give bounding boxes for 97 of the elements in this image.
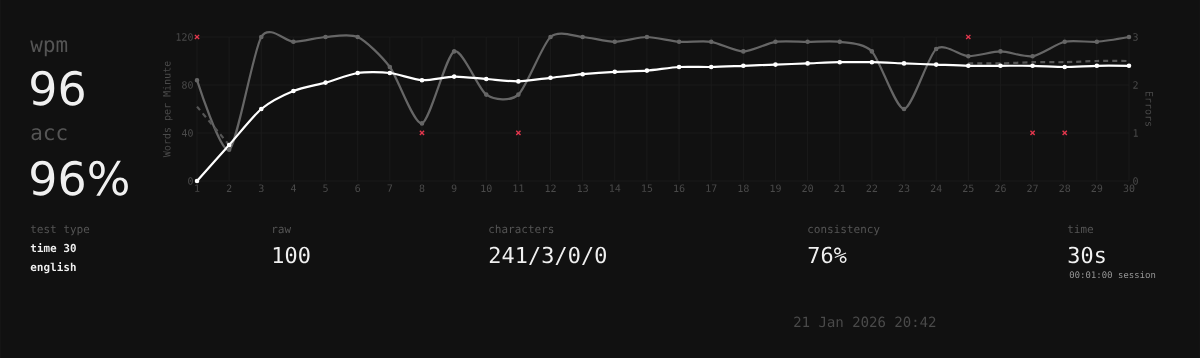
point: [901, 61, 907, 66]
point: [580, 71, 585, 77]
point: [483, 76, 489, 82]
point: [644, 34, 650, 40]
x-tick-label: 25: [963, 184, 974, 193]
point: [483, 92, 489, 97]
point: [869, 59, 875, 65]
point: [998, 49, 1003, 54]
text: time: [1067, 224, 1094, 234]
text: wpm: [30, 40, 68, 57]
point: [355, 70, 360, 76]
point: [451, 74, 457, 79]
x-tick-label: 23: [898, 184, 910, 193]
text: 76%: [808, 246, 847, 264]
point: [226, 142, 232, 148]
point: [612, 39, 618, 45]
text: 241/3/0/0: [489, 246, 606, 266]
point: [291, 88, 296, 94]
x-tick-label: 21: [834, 184, 846, 192]
point: [1126, 34, 1132, 40]
point: [258, 106, 264, 112]
text: 21 Jan 2026 20:42: [794, 316, 936, 328]
point: [676, 64, 682, 70]
x-tick-label: 18: [738, 184, 749, 193]
point: [773, 62, 778, 67]
x-tick-label: 29: [1091, 184, 1103, 193]
point: [676, 39, 682, 45]
point: [323, 80, 328, 85]
point: [708, 64, 714, 70]
point: [548, 75, 553, 81]
point: [708, 39, 714, 45]
point: [291, 39, 296, 45]
text: raw: [273, 226, 292, 234]
point: [933, 46, 939, 52]
point: [580, 34, 585, 40]
text: 96%: [31, 160, 128, 196]
point: [773, 39, 778, 45]
point: [1030, 63, 1035, 69]
point: [226, 147, 232, 153]
x-tick-label: 24: [930, 184, 942, 192]
x-tick-label: 2: [226, 184, 232, 192]
text: consistency: [808, 224, 880, 236]
point: [837, 59, 843, 65]
x-tick-label: 20: [802, 184, 813, 193]
point: [355, 34, 360, 40]
point: [612, 69, 618, 75]
point: [1062, 64, 1068, 70]
point: [741, 63, 746, 69]
point: [1126, 63, 1132, 69]
point: [451, 49, 457, 54]
point: [805, 61, 810, 66]
point: [1062, 39, 1068, 45]
y-axis-title: Words per Minute: [162, 61, 173, 158]
x-tick-label: 12: [545, 184, 556, 192]
x-tick-label: 26: [995, 184, 1006, 193]
text: test type: [30, 225, 90, 236]
point: [644, 68, 650, 73]
x-tick-label: 16: [674, 184, 685, 193]
point: [387, 70, 393, 76]
y-tick-label: 40: [181, 129, 193, 137]
text: acc: [31, 128, 67, 141]
text: characters: [489, 224, 554, 234]
text: time 30: [30, 243, 76, 253]
point: [1094, 63, 1100, 69]
point: [901, 106, 907, 112]
point: [419, 77, 425, 83]
point: [933, 62, 939, 67]
x-tick-label: 28: [1059, 184, 1071, 193]
x-tick-label: 19: [770, 184, 781, 193]
point: [194, 77, 200, 83]
point: [966, 53, 971, 59]
point: [387, 64, 393, 70]
text: 96: [31, 70, 84, 106]
x-tick-label: 13: [577, 184, 588, 193]
point: [837, 39, 843, 45]
x-tick-label: 4: [290, 184, 296, 192]
point: [741, 49, 746, 54]
x-tick-label: 22: [866, 184, 878, 192]
text: 00:01:00 session: [1069, 271, 1156, 279]
point: [194, 178, 200, 184]
point: [1094, 39, 1100, 45]
x-tick-label: 10: [481, 184, 492, 193]
point: [516, 92, 521, 97]
point: [998, 63, 1003, 69]
point: [323, 34, 328, 40]
point: [548, 34, 553, 40]
text: english: [30, 262, 76, 274]
point: [1030, 53, 1035, 59]
point: [516, 79, 521, 84]
text: 100: [273, 246, 310, 264]
text: 30s: [1068, 246, 1105, 264]
point: [258, 34, 264, 40]
point: [966, 63, 971, 69]
point: [419, 121, 425, 126]
x-tick-label: 27: [1027, 184, 1038, 192]
point: [869, 49, 875, 54]
point: [805, 39, 810, 45]
